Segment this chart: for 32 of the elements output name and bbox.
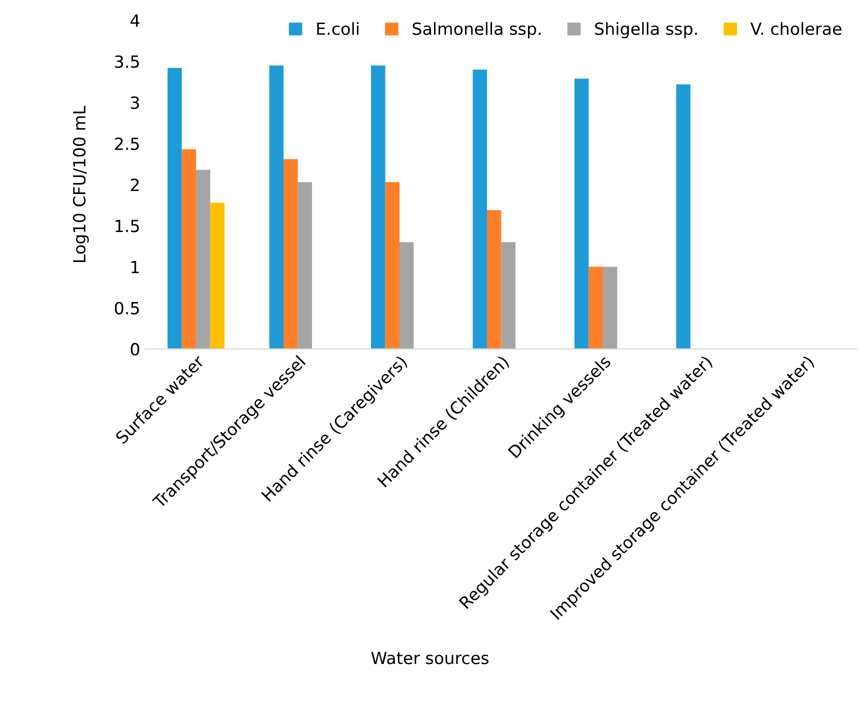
legend-label: E.coli [317,22,358,36]
y-tick-label: 3 [130,96,139,110]
y-tick-label: 2.5 [115,137,139,150]
bar [298,182,312,349]
bar [472,70,487,349]
bar [385,182,400,349]
bar [588,266,603,349]
bar [182,149,196,349]
bar [602,266,618,349]
bar [486,210,502,349]
bar [269,65,284,349]
bar [168,68,182,349]
legend-label: V. cholerae [750,22,842,36]
x-axis-title: Water sources [371,652,488,664]
y-tick-label: 1 [132,260,139,274]
y-tick-label: 0 [130,342,140,356]
y-tick-label: 0.5 [114,302,139,314]
bar [501,242,516,349]
legend-label: Shigella ssp. [595,22,697,38]
y-axis-title: Log10 CFU/100 mL [72,106,89,262]
bar [371,65,386,349]
bar [399,242,414,349]
bar [284,159,298,349]
y-tick-label: 1.5 [116,220,139,232]
y-tick-label: 3.5 [115,55,139,68]
bar [574,78,589,349]
bar [676,84,690,349]
y-tick-label: 2 [130,178,139,191]
legend-label: Salmonella ssp. [412,22,541,38]
y-tick-label: 4 [130,14,140,27]
bar [196,170,210,349]
bar [210,202,225,349]
